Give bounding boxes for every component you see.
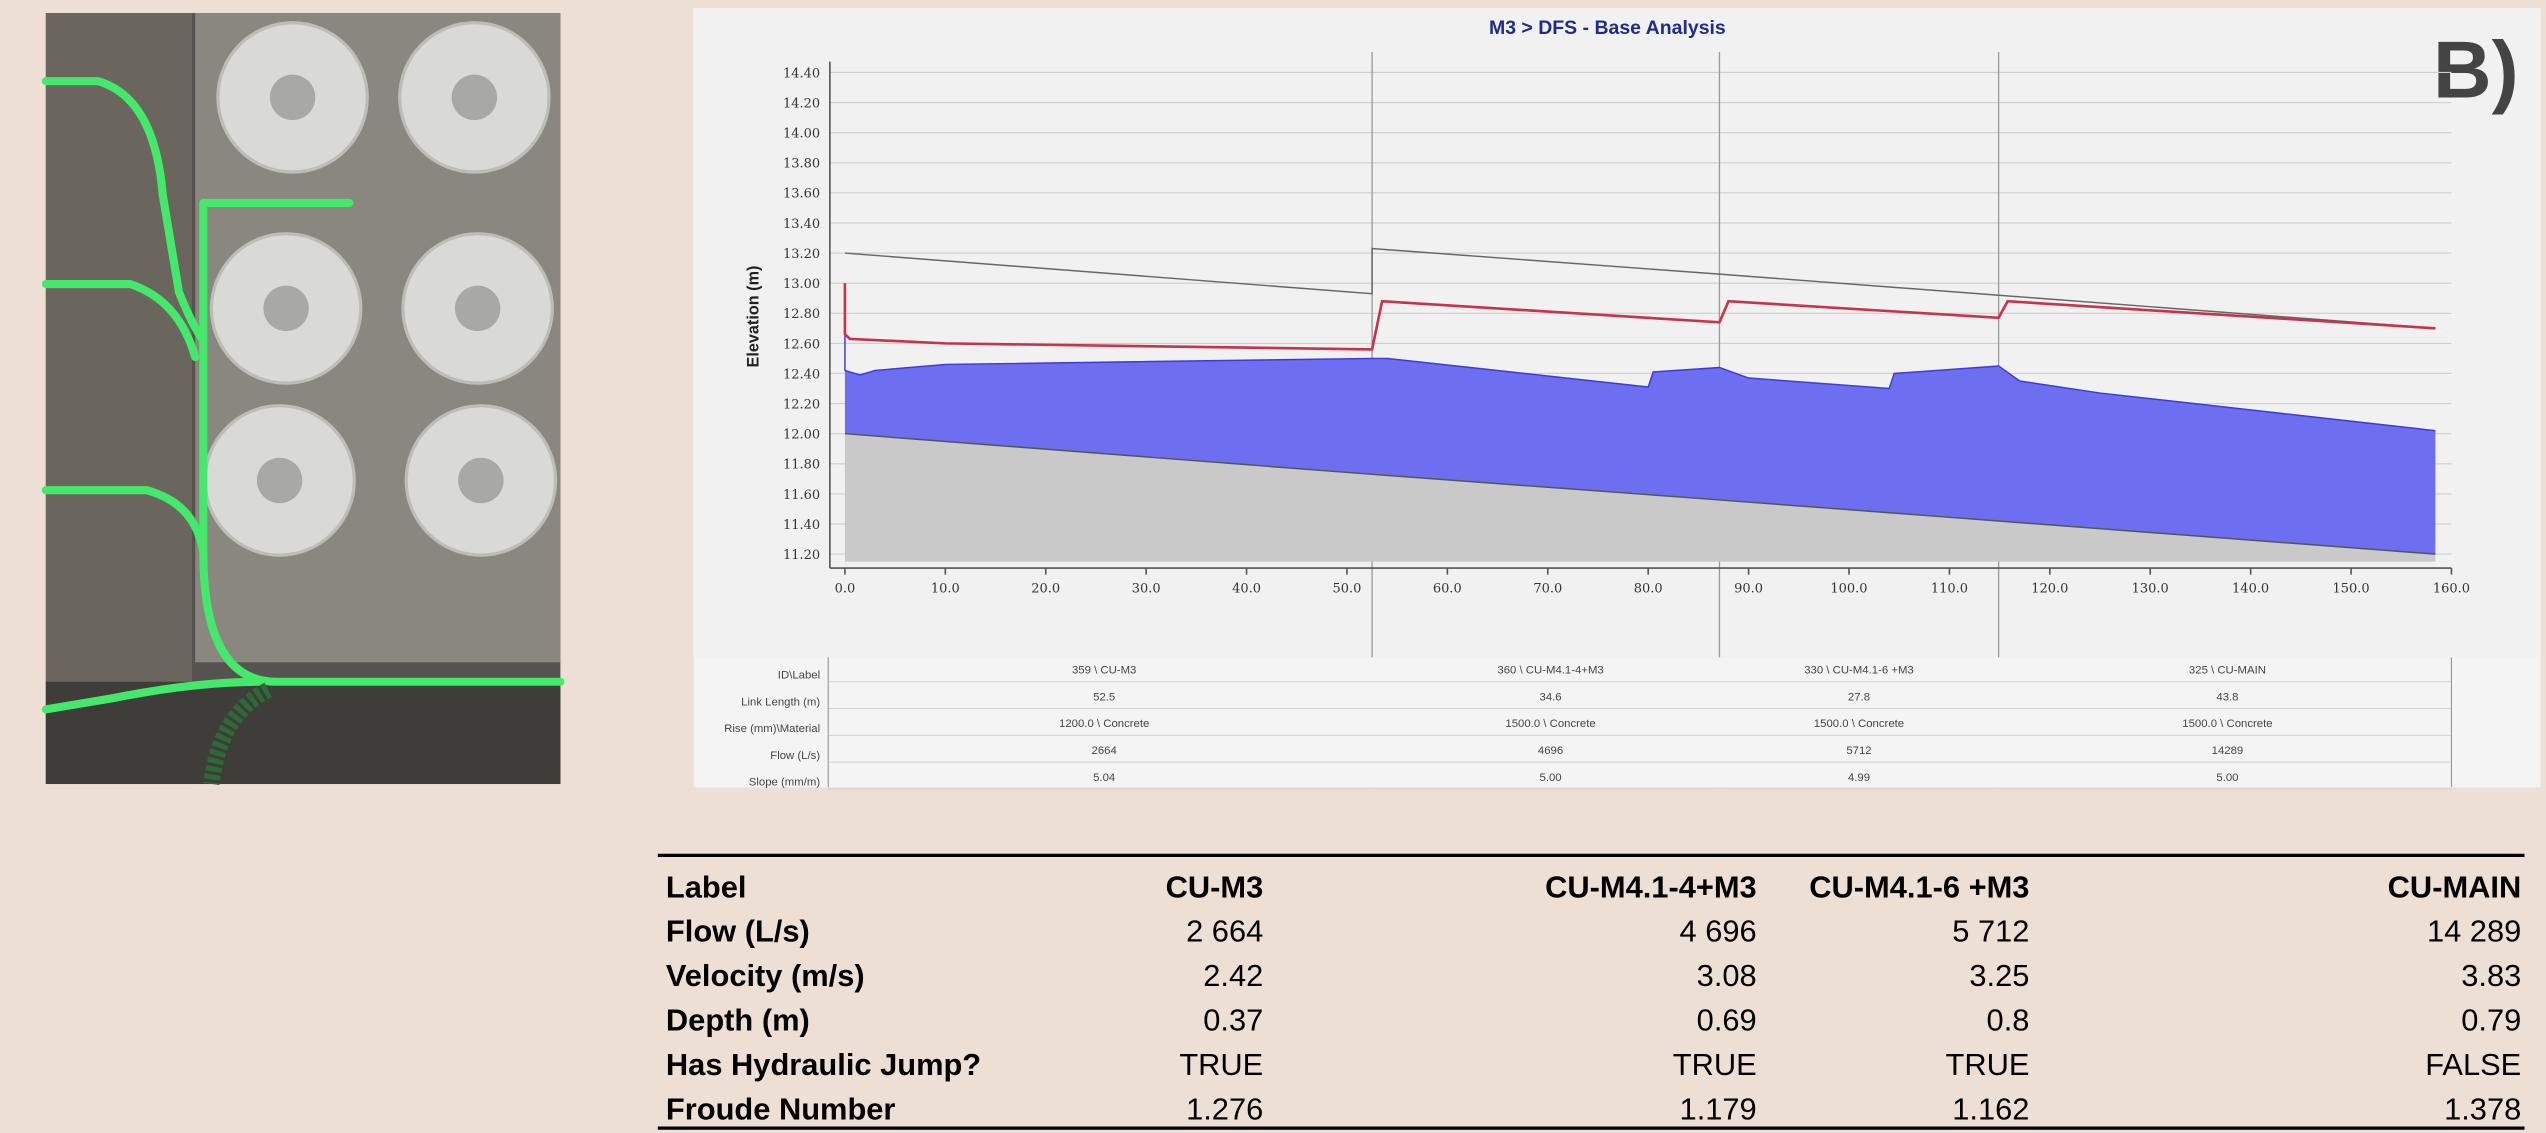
x-tick-label: 70.0: [1533, 581, 1562, 596]
cell: FALSE: [2425, 1047, 2521, 1082]
cell: 330 \ CU-M4.1-6 +M3: [1804, 665, 1914, 677]
cell: 1500.0 \ Concrete: [1505, 718, 1595, 730]
x-tick-label: 10.0: [931, 581, 960, 596]
cell: 2664: [1092, 745, 1117, 757]
cell: 0.69: [1697, 1002, 1757, 1037]
cell: 5.00: [2216, 772, 2238, 784]
cell: 27.8: [1848, 691, 1870, 703]
cell: 1.378: [2444, 1091, 2521, 1126]
cell: 0.8: [1987, 1002, 2030, 1037]
y-tick-label: 12.00: [783, 428, 820, 443]
y-tick-label: 13.60: [783, 187, 820, 202]
row-label: Froude Number: [666, 1091, 896, 1126]
figure: M3 > DFS - Base Analysis B) Elevation (m…: [0, 0, 2546, 1133]
cell: 5712: [1846, 745, 1871, 757]
y-tick-label: 11.60: [783, 488, 820, 503]
cell: 2.42: [1203, 958, 1263, 993]
y-tick-label: 13.80: [783, 157, 820, 172]
aerial-photo: [46, 13, 561, 784]
y-tick-label: 11.40: [783, 518, 820, 533]
row-label: Velocity (m/s): [666, 958, 865, 993]
cell: 3.83: [2461, 958, 2521, 993]
cell: CU-M4.1-4+M3: [1545, 870, 1757, 905]
row-label: Depth (m): [666, 1002, 810, 1037]
cell: 1200.0 \ Concrete: [1059, 718, 1149, 730]
y-tick-label: 14.40: [783, 66, 820, 81]
cell: 4696: [1538, 745, 1563, 757]
cell: 0.37: [1203, 1002, 1263, 1037]
x-tick-label: 110.0: [1931, 581, 1968, 596]
cell: 0.79: [2461, 1002, 2521, 1037]
cell: 5 712: [1952, 913, 2029, 948]
y-axis-title: Elevation (m): [744, 266, 762, 368]
row-label: Link Length (m): [741, 696, 820, 708]
cell: 3.08: [1697, 958, 1757, 993]
x-tick-label: 40.0: [1232, 581, 1261, 596]
cell: 14 289: [2427, 913, 2521, 948]
cell: 3.25: [1969, 958, 2029, 993]
row-label: Rise (mm)\Material: [724, 723, 820, 735]
x-tick-label: 150.0: [2332, 581, 2369, 596]
y-tick-label: 12.20: [783, 397, 820, 412]
y-tick-label: 13.00: [783, 277, 820, 292]
x-tick-label: 60.0: [1433, 581, 1462, 596]
cell: TRUE: [1673, 1047, 1757, 1082]
x-tick-label: 160.0: [2433, 581, 2470, 596]
cell: 5.04: [1093, 772, 1115, 784]
row-label: Flow (L/s): [666, 913, 810, 948]
cell: 5.00: [1540, 772, 1562, 784]
row-label: ID\Label: [778, 670, 820, 682]
row-label: Flow (L/s): [770, 750, 820, 762]
y-tick-label: 14.20: [783, 96, 820, 111]
x-tick-label: 80.0: [1634, 581, 1663, 596]
profile-table: ID\Label 359 \ CU-M3 360 \ CU-M4.1-4+M3 330…: [695, 657, 2539, 788]
row-label: Slope (mm/m): [749, 777, 821, 789]
figure-label: B): [2433, 25, 2519, 115]
cell: CU-MAIN: [2388, 870, 2522, 905]
y-tick-label: 12.60: [783, 337, 820, 352]
cell: 2 664: [1186, 913, 1263, 948]
cell: 325 \ CU-MAIN: [2189, 665, 2266, 677]
x-tick-label: 30.0: [1132, 581, 1161, 596]
cell: 1.179: [1680, 1091, 1757, 1126]
row-label: Has Hydraulic Jump?: [666, 1047, 981, 1082]
cell: 360 \ CU-M4.1-4+M3: [1497, 665, 1603, 677]
y-tick-label: 11.80: [783, 458, 820, 473]
y-tick-label: 14.00: [783, 127, 820, 142]
x-tick-label: 0.0: [835, 581, 856, 596]
cell: 4 696: [1680, 913, 1757, 948]
x-tick-label: 120.0: [2031, 581, 2068, 596]
cell: 1500.0 \ Concrete: [1814, 718, 1904, 730]
cell: TRUE: [1179, 1047, 1263, 1082]
y-tick-label: 13.20: [783, 247, 820, 262]
page: {"chart_data": {"type": "profile", "titl…: [0, 0, 2546, 1133]
cell: 1500.0 \ Concrete: [2182, 718, 2272, 730]
x-tick-label: 20.0: [1031, 581, 1060, 596]
x-tick-label: 140.0: [2232, 581, 2269, 596]
x-tick-label: 90.0: [1734, 581, 1763, 596]
x-tick-label: 50.0: [1333, 581, 1362, 596]
cell: CU-M3: [1166, 870, 1264, 905]
cell: CU-M4.1-6 +M3: [1809, 870, 2029, 905]
chart-title: M3 > DFS - Base Analysis: [1489, 17, 1726, 39]
cell: TRUE: [1945, 1047, 2029, 1082]
cell: 14289: [2212, 745, 2244, 757]
cell: 43.8: [2216, 691, 2238, 703]
x-tick-label: 130.0: [2132, 581, 2169, 596]
row-label: Label: [666, 870, 747, 905]
cell: 359 \ CU-M3: [1072, 665, 1136, 677]
y-tick-label: 13.40: [783, 217, 820, 232]
x-tick-label: 100.0: [1830, 581, 1867, 596]
cell: 1.162: [1952, 1091, 2029, 1126]
cell: 34.6: [1540, 691, 1562, 703]
cell: 52.5: [1093, 691, 1115, 703]
y-tick-label: 11.20: [783, 548, 820, 563]
cell: 1.276: [1186, 1091, 1263, 1126]
cell: 4.99: [1848, 772, 1870, 784]
y-tick-label: 12.80: [783, 307, 820, 322]
y-tick-label: 12.40: [783, 367, 820, 382]
